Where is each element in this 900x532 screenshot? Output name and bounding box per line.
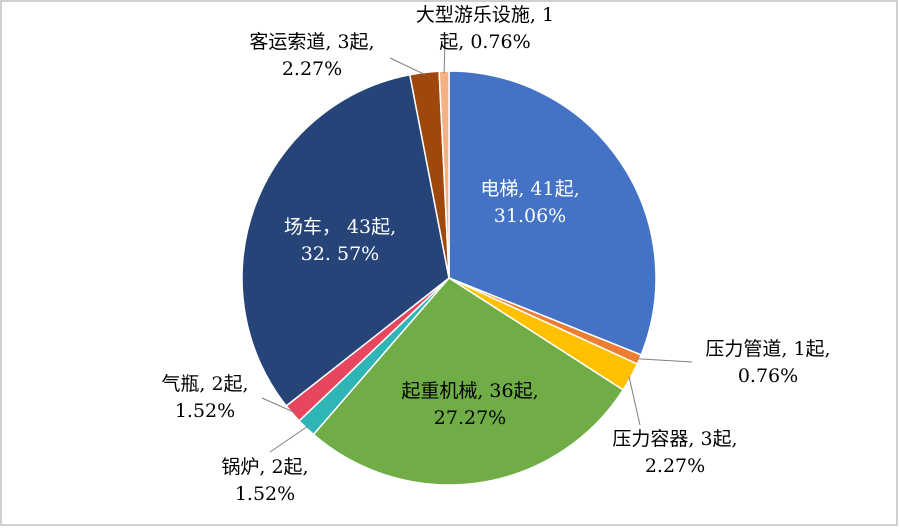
data-label: 1.52%	[235, 483, 295, 505]
data-label: 2.27%	[645, 455, 705, 477]
leader-line	[389, 57, 425, 75]
leader-line	[628, 376, 641, 426]
data-label: 起, 0.76%	[439, 31, 530, 53]
data-label: 客运索道, 3起,	[249, 31, 374, 53]
data-label: 大型游乐设施, 1	[416, 4, 554, 26]
data-label: 2.27%	[282, 58, 342, 80]
pie-slice	[312, 277, 625, 486]
data-label: 气瓶, 2起,	[161, 373, 248, 395]
data-label: 0.76%	[738, 365, 798, 387]
data-label: 1.52%	[175, 400, 235, 422]
data-label: 32. 57%	[301, 243, 380, 265]
data-label: 锅炉, 2起,	[221, 456, 308, 478]
data-label: 31.06%	[494, 205, 566, 227]
leader-line	[637, 358, 693, 363]
data-label: 起重机械, 36起,	[401, 380, 538, 402]
data-label: 场车， 43起,	[284, 216, 396, 238]
pie-slice	[241, 73, 450, 407]
data-label: 压力容器, 3起,	[612, 428, 737, 450]
data-label: 电梯, 41起,	[480, 178, 579, 200]
leader-line	[443, 39, 446, 74]
leader-line	[261, 397, 295, 413]
leader-line	[269, 425, 308, 453]
data-label: 压力管道, 1起,	[705, 338, 830, 360]
data-label: 27.27%	[434, 407, 506, 429]
pie-slice	[448, 70, 657, 356]
